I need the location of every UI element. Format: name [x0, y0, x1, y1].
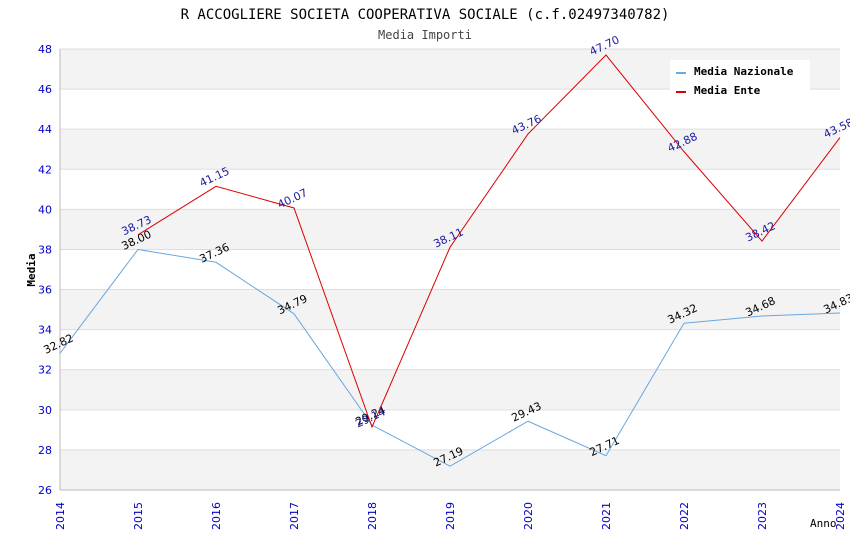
legend-box — [670, 60, 810, 102]
x-tick-label: 2016 — [210, 502, 223, 530]
legend: Media Nazionale Media Ente — [670, 60, 810, 102]
y-tick-label: 46 — [38, 83, 52, 96]
x-axis-label: Anno — [810, 517, 837, 530]
x-tick-label: 2020 — [522, 502, 535, 530]
series-line-media-ente — [137, 54, 841, 429]
legend-label-media-nazionale: Media Nazionale — [694, 65, 794, 78]
y-tick-label: 36 — [38, 284, 52, 297]
y-tick-label: 40 — [38, 203, 52, 216]
legend-label-media-ente: Media Ente — [694, 84, 761, 97]
y-axis-label: Media — [25, 253, 38, 286]
x-tick-label: 2019 — [444, 502, 457, 530]
x-tick-label: 2018 — [366, 502, 379, 530]
series-line-media-nazionale — [59, 248, 841, 467]
y-tick-label: 28 — [38, 444, 52, 457]
grid-band — [60, 289, 840, 330]
grid-band — [60, 129, 840, 170]
chart-title: R ACCOGLIERE SOCIETA COOPERATIVA SOCIALE… — [181, 7, 670, 23]
x-tick-label: 2024 — [834, 502, 847, 530]
x-tick-label: 2017 — [288, 502, 301, 530]
x-tick-label: 2014 — [54, 502, 67, 530]
y-tick-label: 26 — [38, 484, 52, 497]
y-tick-label: 48 — [38, 43, 52, 56]
x-tick-label: 2022 — [678, 502, 691, 530]
y-tick-label: 32 — [38, 364, 52, 377]
x-tick-label: 2021 — [600, 502, 613, 530]
grid-band — [60, 209, 840, 250]
chart-subtitle: Media Importi — [378, 28, 472, 42]
plot-area: 26 28 30 32 34 36 38 40 42 44 46 48 2014 2015 2016 2017… — [38, 33, 850, 530]
x-tick-label: 2015 — [132, 502, 145, 530]
y-tick-label: 44 — [38, 123, 52, 136]
y-tick-label: 42 — [38, 163, 52, 176]
grid-band — [60, 369, 840, 410]
y-tick-label: 34 — [38, 324, 52, 337]
x-tick-label: 2023 — [756, 502, 769, 530]
grid-band — [60, 449, 840, 490]
y-tick-label: 38 — [38, 243, 52, 256]
y-tick-label: 30 — [38, 404, 52, 417]
